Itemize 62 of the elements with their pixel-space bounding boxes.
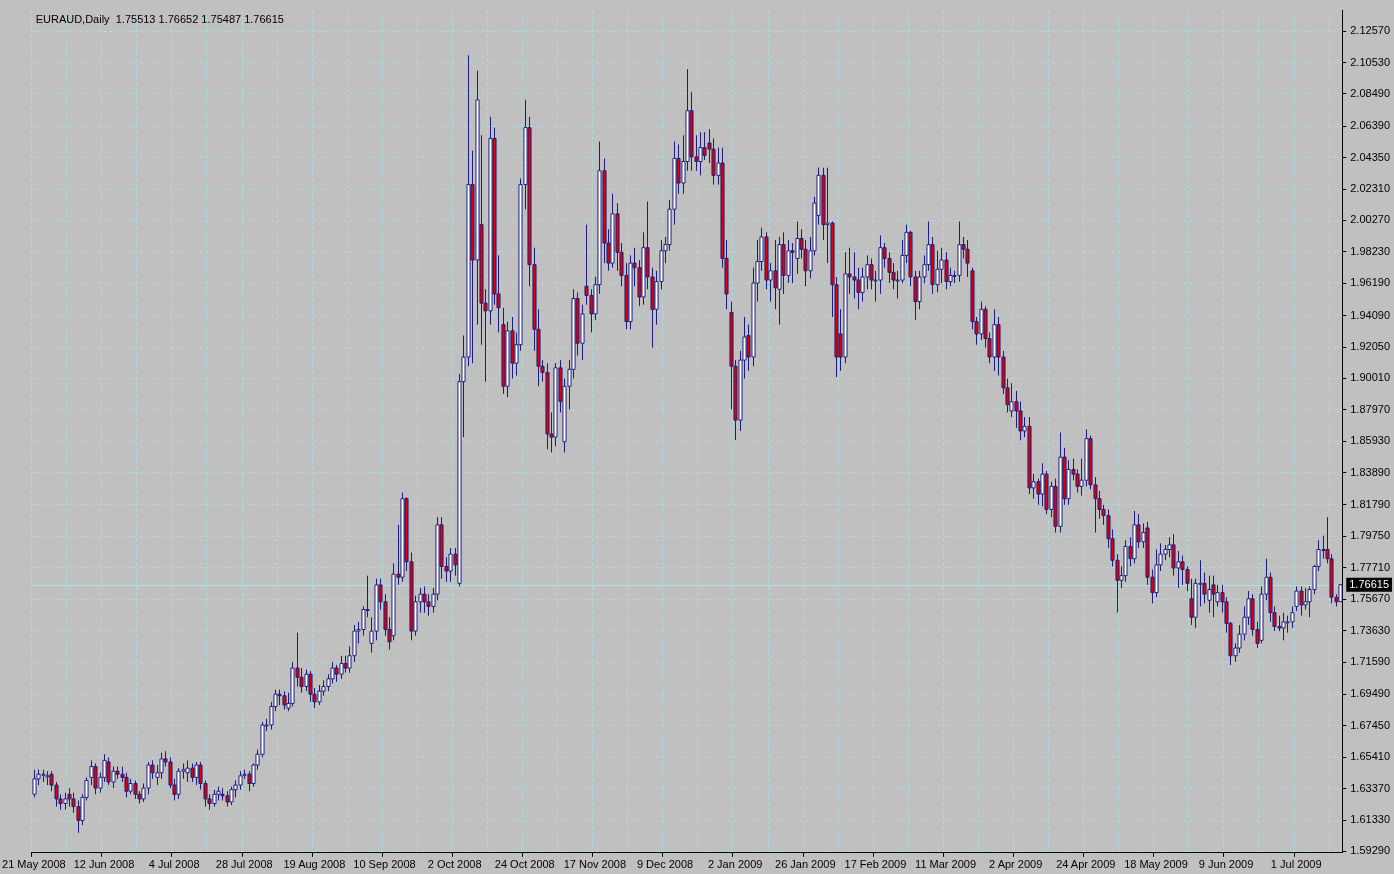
x-tick-label: 24 Apr 2009 — [1056, 858, 1116, 871]
y-tick-label: 2.06390 — [1350, 119, 1390, 132]
candlestick — [1211, 575, 1216, 618]
x-tick-label: 24 Oct 2008 — [494, 858, 555, 871]
x-tick-label: 12 Jun 2008 — [73, 858, 135, 871]
y-tick-label: 1.98230 — [1350, 244, 1390, 257]
y-tick-label: 1.73630 — [1350, 623, 1390, 636]
x-tick-label: 2 Oct 2008 — [427, 858, 482, 871]
x-tick-label: 19 Aug 2008 — [283, 858, 346, 871]
candlestick — [1171, 533, 1176, 577]
y-tick-label: 1.71590 — [1350, 655, 1390, 668]
x-tick-label: 26 Jan 2009 — [775, 858, 836, 871]
y-tick-label: 1.81790 — [1350, 498, 1390, 511]
candlestick — [777, 236, 782, 326]
candlestick — [1132, 510, 1137, 564]
x-tick-label: 11 Mar 2009 — [915, 858, 977, 871]
candlestick — [343, 655, 348, 674]
candlestick — [89, 759, 94, 786]
y-tick-label: 1.85930 — [1350, 434, 1390, 447]
x-tick-label: 17 Feb 2009 — [844, 858, 907, 871]
y-tick-label: 1.94090 — [1350, 308, 1390, 321]
x-tick-label: 21 May 2008 — [2, 858, 66, 871]
candlestick — [965, 239, 970, 278]
candlestick — [689, 91, 694, 172]
x-tick-label: 9 Jun 2009 — [1198, 858, 1254, 871]
x-tick-label: 2 Apr 2009 — [989, 858, 1043, 871]
y-tick-label: 2.00270 — [1350, 213, 1390, 226]
candlestick — [1193, 578, 1198, 629]
candlestick — [698, 131, 703, 176]
y-tick-label: 1.75670 — [1350, 592, 1390, 605]
x-tick-label: 9 Dec 2008 — [636, 858, 694, 871]
y-tick-label: 1.83890 — [1350, 465, 1390, 478]
x-tick-label: 18 May 2009 — [1124, 858, 1188, 871]
x-tick-label: 28 Jul 2008 — [215, 858, 273, 871]
y-tick-label: 1.61330 — [1350, 813, 1390, 826]
chart-title: EURAUD,Daily 1.75513 1.76652 1.75487 1.76615 — [35, 13, 284, 26]
candlestick — [501, 307, 506, 395]
y-tick-label: 1.77710 — [1350, 560, 1390, 573]
y-tick-label: 2.04350 — [1350, 150, 1390, 163]
y-tick-label: 1.79750 — [1350, 529, 1390, 542]
x-tick-label: 4 Jul 2008 — [148, 858, 200, 871]
candlestick — [422, 585, 427, 614]
ref-line-label: 1.76615 — [1349, 577, 1389, 590]
y-tick-label: 1.92050 — [1350, 340, 1390, 353]
candlestick — [185, 759, 190, 783]
y-tick-label: 1.90010 — [1350, 371, 1390, 384]
y-tick-label: 1.63370 — [1350, 781, 1390, 794]
x-tick-label: 17 Nov 2008 — [563, 858, 627, 871]
y-tick-label: 1.69490 — [1350, 687, 1390, 700]
candlestick — [45, 770, 50, 786]
y-tick-label: 2.10530 — [1350, 55, 1390, 68]
y-tick-label: 2.08490 — [1350, 86, 1390, 99]
y-tick-label: 1.65410 — [1350, 750, 1390, 763]
x-tick-label: 10 Sep 2008 — [353, 858, 416, 871]
y-tick-label: 1.96190 — [1350, 276, 1390, 289]
x-tick-label: 1 Jul 2009 — [1270, 858, 1322, 871]
y-tick-label: 2.12570 — [1350, 24, 1390, 37]
x-tick-label: 2 Jan 2009 — [707, 858, 763, 871]
y-tick-label: 2.02310 — [1350, 182, 1390, 195]
y-tick-label: 1.87970 — [1350, 402, 1390, 415]
y-tick-label: 1.59290 — [1350, 844, 1390, 857]
y-tick-label: 1.67450 — [1350, 718, 1390, 731]
